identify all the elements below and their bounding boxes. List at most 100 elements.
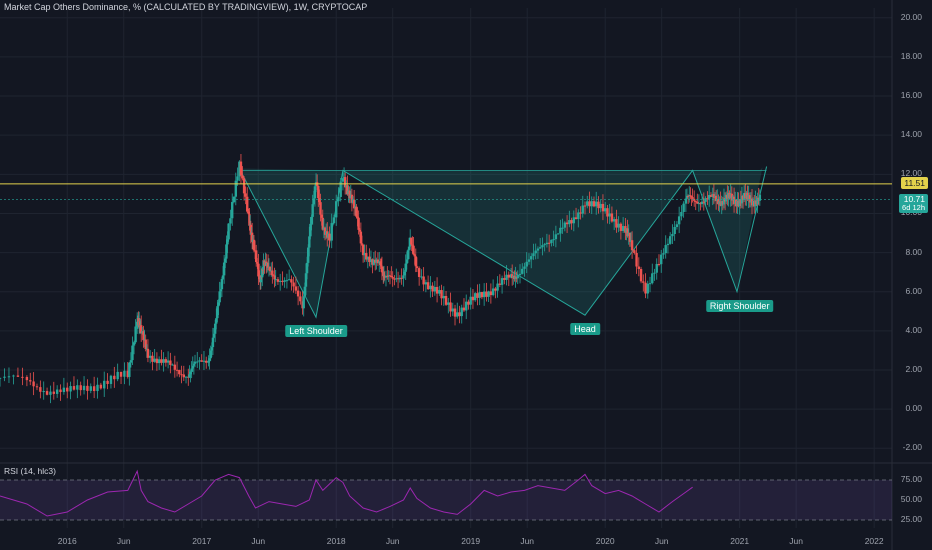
candle-body xyxy=(449,302,452,312)
candle-body xyxy=(547,242,551,244)
candle-body xyxy=(597,201,600,209)
candle-body xyxy=(171,364,174,366)
candle-body xyxy=(556,233,560,235)
candle-body xyxy=(387,275,390,277)
candle-body xyxy=(200,360,203,362)
resistance-price-label: 11.51 xyxy=(901,176,928,189)
candle-body xyxy=(266,262,270,268)
candle-body xyxy=(0,377,2,379)
candle-body xyxy=(417,268,421,277)
candle-body xyxy=(113,375,116,380)
candle-body xyxy=(190,368,193,372)
candle-body xyxy=(603,208,607,212)
candle-body xyxy=(381,271,384,273)
candle-body xyxy=(530,256,533,260)
candle-body xyxy=(503,278,506,280)
candle-body xyxy=(320,214,323,218)
candle-body xyxy=(380,266,384,272)
candle-body xyxy=(411,244,414,246)
candle-body xyxy=(498,283,502,285)
candle-body xyxy=(363,253,366,256)
candle-body xyxy=(212,333,216,338)
candle-body xyxy=(440,290,443,299)
candle-body xyxy=(410,237,413,245)
candle-body xyxy=(588,201,591,207)
candle-body xyxy=(516,274,519,279)
candle-body xyxy=(92,386,96,392)
candle-body xyxy=(467,301,470,305)
candle-body xyxy=(182,374,185,378)
candle-body xyxy=(109,375,113,384)
y-tick-label: 8.00 xyxy=(905,246,922,257)
candle-body xyxy=(536,248,540,251)
candle-body xyxy=(330,223,333,241)
y-tick-label: 4.00 xyxy=(905,324,922,335)
candle-body xyxy=(577,212,580,220)
candle-body xyxy=(281,280,284,282)
candle-body xyxy=(372,259,376,265)
candle-body xyxy=(202,360,206,362)
y-tick-label: 6.00 xyxy=(905,285,922,296)
candle-body xyxy=(550,239,553,244)
candle-body xyxy=(561,227,564,229)
candle-body xyxy=(532,253,535,257)
candle-body xyxy=(247,211,250,215)
candle-body xyxy=(227,223,230,240)
candle-body xyxy=(188,374,191,378)
candle-body xyxy=(226,239,229,245)
candle-body xyxy=(350,194,354,203)
candle-body xyxy=(426,282,430,290)
candle-body xyxy=(473,293,477,301)
candle-body xyxy=(357,217,360,230)
candle-body xyxy=(706,198,709,200)
candle-body xyxy=(207,360,210,363)
candle-body xyxy=(478,292,481,298)
candle-body xyxy=(151,355,154,362)
candle-body xyxy=(116,371,119,380)
candle-body xyxy=(49,391,52,395)
candle-body xyxy=(642,281,645,283)
candle-body xyxy=(431,285,434,292)
candle-body xyxy=(146,348,150,358)
y-tick-label: 0.00 xyxy=(905,403,922,414)
candle-body xyxy=(412,245,415,255)
candle-body xyxy=(66,387,69,392)
candle-body xyxy=(193,361,197,364)
candle-body xyxy=(191,365,194,369)
candle-body xyxy=(599,203,602,209)
chart-title: Market Cap Others Dominance, % (CALCULAT… xyxy=(4,2,368,12)
candle-body xyxy=(505,274,508,280)
candle-body xyxy=(400,277,403,279)
y-tick-label: 16.00 xyxy=(900,90,922,101)
candle-body xyxy=(583,205,587,207)
candle-body xyxy=(680,211,683,217)
candle-body xyxy=(268,266,272,272)
candle-body xyxy=(205,360,208,363)
candle-body xyxy=(686,195,690,197)
rsi-line xyxy=(0,469,693,517)
rsi-panel xyxy=(0,469,892,521)
candle-body xyxy=(700,201,704,205)
candle-body xyxy=(236,176,239,181)
candle-body xyxy=(276,279,280,282)
candle-body xyxy=(414,256,417,267)
right-shoulder-label: Right Shoulder xyxy=(705,299,774,312)
candle-body xyxy=(388,275,392,277)
candle-body xyxy=(128,362,131,377)
candle-body xyxy=(758,194,762,201)
candle-body xyxy=(225,244,228,259)
candle-body xyxy=(35,386,39,388)
candle-body xyxy=(309,223,312,237)
candle-body xyxy=(453,308,457,317)
candle-body xyxy=(7,376,11,378)
candle-body xyxy=(157,359,161,364)
candle-body xyxy=(617,223,620,228)
candle-body xyxy=(160,359,163,363)
candle-body xyxy=(224,258,227,263)
candle-body xyxy=(99,384,103,389)
candle-body xyxy=(699,203,702,205)
candle-body xyxy=(217,302,220,307)
candle-body xyxy=(391,277,394,279)
